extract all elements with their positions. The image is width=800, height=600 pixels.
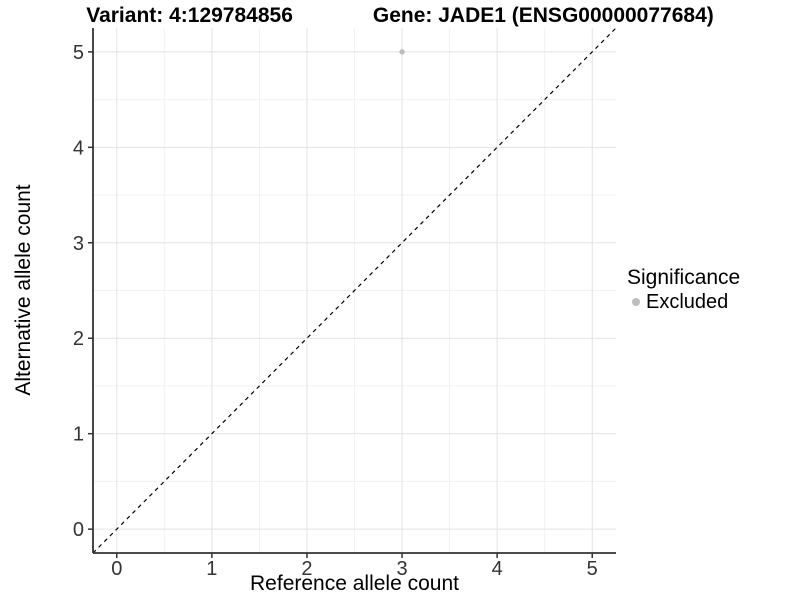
identity-line [92, 27, 617, 554]
plot-title-variant: Variant: 4:129784856 [86, 4, 293, 27]
y-tick-label: 3 [73, 233, 84, 255]
plot-title: Variant: 4:129784856 Gene: JADE1 (ENSG00… [0, 3, 800, 28]
x-tick-label: 2 [301, 558, 312, 580]
x-tick-label: 4 [492, 558, 503, 580]
legend-title: Significance [627, 266, 741, 289]
data-point [399, 49, 405, 55]
y-tick-label: 4 [73, 137, 84, 159]
y-tick-label: 5 [73, 42, 84, 64]
y-tick-label: 0 [73, 519, 84, 541]
legend-item-label: Excluded [646, 291, 729, 314]
legend: Significance Excluded [627, 266, 740, 313]
y-tick-label: 1 [73, 424, 84, 446]
x-tick-label: 5 [587, 558, 598, 580]
y-tick-label: 2 [73, 328, 84, 350]
plot-title-gene: Gene: JADE1 (ENSG00000077684) [372, 4, 714, 27]
x-tick-label: 3 [396, 558, 407, 580]
legend-item-excluded: Excluded [627, 291, 740, 313]
x-tick-label: 1 [206, 558, 217, 580]
x-axis-title: Reference allele count [250, 572, 459, 595]
x-tick-label: 0 [111, 558, 122, 580]
y-axis-title: Alternative allele count [12, 184, 35, 396]
excluded-point-icon [632, 298, 640, 307]
